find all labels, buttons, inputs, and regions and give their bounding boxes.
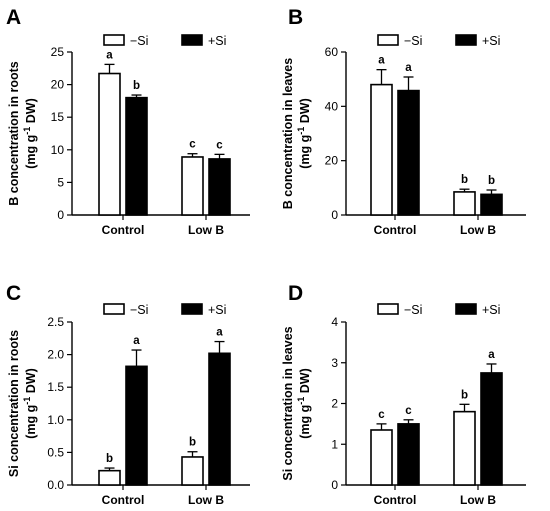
legend: −Si +Si	[103, 34, 226, 48]
legend-label: +Si	[208, 34, 226, 48]
bar-minus-si	[181, 156, 204, 216]
x-tick-label: Control	[374, 493, 417, 507]
y-tick-label: 4	[331, 315, 338, 329]
significance-letter: a	[216, 327, 223, 339]
significance-letter: a	[488, 349, 495, 361]
y-tick-label: 1.5	[47, 380, 64, 394]
significance-letter: b	[106, 453, 113, 465]
y-tick-label: 1.0	[47, 413, 64, 427]
legend-label: +Si	[208, 303, 226, 317]
y-axis-unit: (mg g-1 DW)	[296, 368, 312, 439]
y-tick-label: 40	[325, 99, 339, 113]
bar-minus-si	[98, 469, 121, 486]
x-tick-label: Low B	[460, 223, 496, 237]
y-axis-label: Si concentration in roots	[7, 330, 21, 477]
panel-d: D −Si +Si Si concentration in leaves (mg g-1…	[281, 282, 526, 507]
y-tick-label: 3	[331, 356, 338, 370]
panel-letter: A	[6, 6, 21, 29]
legend-swatch	[455, 34, 477, 46]
legend-label: +Si	[482, 34, 500, 48]
y-tick-label: 1	[331, 437, 338, 451]
x-tick-label: Low B	[188, 493, 224, 507]
y-axis-unit: (mg g-1 DW)	[22, 98, 38, 169]
legend: −Si +Si	[377, 303, 500, 317]
y-axis-unit: (mg g-1 DW)	[296, 98, 312, 169]
panel-b: B −Si +Si B concentration in leaves (mg g-1 …	[281, 6, 526, 237]
y-tick-label: 60	[325, 45, 339, 59]
panel-c: C −Si +Si Si concentration in roots (mg g-1 …	[6, 282, 250, 507]
legend-swatch	[455, 303, 477, 315]
legend: −Si +Si	[377, 34, 500, 48]
y-tick-label: 15	[51, 110, 65, 124]
bar-minus-si	[370, 429, 393, 486]
bar-plus-si	[480, 193, 503, 216]
y-tick-label: 0.5	[47, 445, 64, 459]
bar-plus-si	[397, 89, 420, 216]
significance-letter: b	[488, 175, 495, 187]
x-tick-label: Control	[102, 493, 145, 507]
significance-letter: b	[189, 437, 196, 449]
legend-swatch	[103, 34, 125, 46]
bar-plus-si	[208, 158, 231, 216]
significance-letter: b	[133, 80, 140, 92]
significance-letter: c	[378, 409, 385, 421]
y-tick-label: 0	[331, 208, 338, 222]
x-tick-label: Low B	[460, 493, 496, 507]
significance-letter: c	[189, 139, 196, 151]
y-axis-label: B concentration in leaves	[281, 58, 295, 209]
x-tick-label: Low B	[188, 223, 224, 237]
y-tick-label: 0	[57, 208, 64, 222]
significance-letter: a	[405, 62, 412, 74]
bar-plus-si	[208, 352, 231, 486]
y-tick-label: 10	[51, 143, 65, 157]
bar-plus-si	[480, 372, 503, 486]
y-axis-label: B concentration in roots	[7, 61, 21, 206]
bar-minus-si	[181, 456, 204, 486]
bar-minus-si	[98, 72, 121, 216]
y-tick-label: 5	[57, 175, 64, 189]
y-tick-label: 2.5	[47, 315, 64, 329]
legend-swatch	[377, 303, 399, 315]
panel-a: A −Si +Si B concentration in roots (mg g-1 D…	[6, 6, 250, 237]
bar-minus-si	[453, 191, 476, 216]
y-tick-label: 20	[325, 154, 339, 168]
panel-letter: D	[288, 282, 303, 305]
significance-letter: a	[106, 49, 113, 61]
panel-letter: B	[288, 6, 303, 29]
legend-label: −Si	[404, 303, 422, 317]
legend-swatch	[377, 34, 399, 46]
significance-letter: b	[461, 174, 468, 186]
legend-label: −Si	[404, 34, 422, 48]
bar-plus-si	[125, 96, 148, 216]
legend: −Si +Si	[103, 303, 226, 317]
legend-swatch	[181, 303, 203, 315]
significance-letter: c	[405, 405, 412, 417]
legend-label: −Si	[130, 303, 148, 317]
bar-plus-si	[397, 423, 420, 486]
panel-letter: C	[6, 282, 21, 305]
legend-label: +Si	[482, 303, 500, 317]
bar-minus-si	[453, 410, 476, 486]
y-tick-label: 0	[331, 478, 338, 492]
y-tick-label: 2	[331, 397, 338, 411]
x-tick-label: Control	[102, 223, 145, 237]
bar-plus-si	[125, 365, 148, 486]
legend-swatch	[103, 303, 125, 315]
x-tick-label: Control	[374, 223, 417, 237]
y-axis-unit: (mg g-1 DW)	[22, 368, 38, 439]
significance-letter: a	[133, 335, 140, 347]
legend-label: −Si	[130, 34, 148, 48]
y-tick-label: 20	[51, 78, 65, 92]
y-tick-label: 0.0	[47, 478, 64, 492]
significance-letter: a	[378, 55, 385, 67]
significance-letter: b	[461, 389, 468, 401]
y-tick-label: 2.0	[47, 348, 64, 362]
bar-minus-si	[370, 83, 393, 216]
significance-letter: c	[216, 139, 223, 151]
legend-swatch	[181, 34, 203, 46]
y-tick-label: 25	[51, 45, 65, 59]
y-axis-label: Si concentration in leaves	[281, 326, 295, 480]
